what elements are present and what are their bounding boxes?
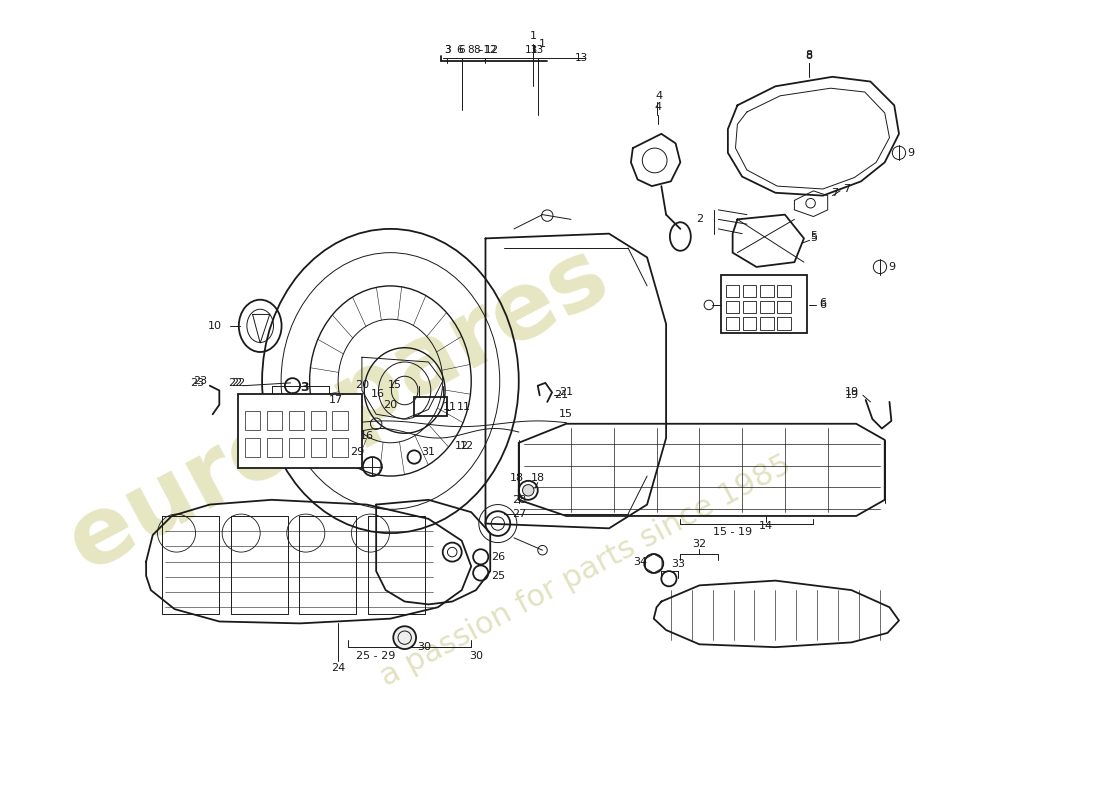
Text: 2: 2 bbox=[696, 214, 703, 224]
Text: 26: 26 bbox=[491, 552, 505, 562]
Text: 25: 25 bbox=[491, 571, 505, 581]
Text: 21: 21 bbox=[554, 390, 569, 400]
FancyBboxPatch shape bbox=[760, 318, 773, 330]
Text: 17: 17 bbox=[329, 395, 343, 405]
FancyBboxPatch shape bbox=[415, 397, 448, 416]
Text: 9: 9 bbox=[906, 148, 914, 158]
Text: 1: 1 bbox=[529, 31, 537, 41]
Text: 27: 27 bbox=[512, 509, 526, 519]
Text: 6: 6 bbox=[820, 298, 826, 308]
Text: 9: 9 bbox=[888, 262, 895, 272]
Text: 20: 20 bbox=[355, 380, 368, 390]
Text: 31: 31 bbox=[421, 447, 436, 458]
Text: 28: 28 bbox=[512, 495, 526, 505]
Text: 5: 5 bbox=[810, 234, 817, 243]
FancyBboxPatch shape bbox=[288, 411, 304, 430]
FancyBboxPatch shape bbox=[778, 285, 791, 298]
FancyBboxPatch shape bbox=[310, 438, 326, 457]
FancyBboxPatch shape bbox=[726, 318, 739, 330]
Text: 19: 19 bbox=[845, 390, 858, 400]
Text: 6: 6 bbox=[456, 45, 463, 55]
FancyBboxPatch shape bbox=[726, 285, 739, 298]
Text: 21: 21 bbox=[559, 387, 573, 398]
Text: 20: 20 bbox=[384, 400, 397, 410]
FancyBboxPatch shape bbox=[267, 411, 282, 430]
FancyBboxPatch shape bbox=[744, 301, 757, 314]
Text: 4: 4 bbox=[656, 91, 663, 101]
FancyBboxPatch shape bbox=[744, 318, 757, 330]
Text: 32: 32 bbox=[692, 539, 706, 550]
Text: 3: 3 bbox=[444, 45, 451, 55]
Text: 15: 15 bbox=[388, 380, 403, 390]
Text: 11: 11 bbox=[456, 402, 471, 412]
Text: 8 - 12: 8 - 12 bbox=[468, 45, 497, 55]
Text: 23: 23 bbox=[194, 376, 208, 386]
Text: 4: 4 bbox=[654, 102, 662, 112]
Text: eurospares: eurospares bbox=[53, 229, 624, 590]
Text: 34: 34 bbox=[634, 557, 648, 566]
FancyBboxPatch shape bbox=[310, 411, 326, 430]
FancyBboxPatch shape bbox=[332, 411, 348, 430]
Text: 16: 16 bbox=[371, 390, 385, 399]
Circle shape bbox=[522, 485, 534, 496]
FancyBboxPatch shape bbox=[267, 438, 282, 457]
FancyBboxPatch shape bbox=[288, 438, 304, 457]
Text: 10: 10 bbox=[208, 321, 221, 331]
FancyBboxPatch shape bbox=[760, 285, 773, 298]
Text: 13: 13 bbox=[525, 45, 538, 55]
Text: 8-12: 8-12 bbox=[474, 45, 497, 55]
Text: 3: 3 bbox=[444, 45, 451, 55]
FancyBboxPatch shape bbox=[778, 318, 791, 330]
Text: 15: 15 bbox=[559, 410, 573, 419]
Text: a passion for parts since 1985: a passion for parts since 1985 bbox=[375, 450, 795, 692]
Text: 30: 30 bbox=[417, 642, 431, 652]
FancyBboxPatch shape bbox=[245, 438, 261, 457]
Text: 22: 22 bbox=[231, 378, 245, 388]
Text: 8: 8 bbox=[805, 50, 812, 60]
Text: 11: 11 bbox=[442, 402, 456, 412]
Text: 3: 3 bbox=[300, 381, 309, 394]
Text: 1: 1 bbox=[539, 38, 546, 49]
FancyBboxPatch shape bbox=[239, 394, 362, 469]
Text: 19: 19 bbox=[845, 387, 858, 398]
FancyBboxPatch shape bbox=[760, 301, 773, 314]
Text: 25 - 29: 25 - 29 bbox=[356, 650, 396, 661]
Text: 16: 16 bbox=[360, 431, 374, 441]
Text: 6: 6 bbox=[459, 45, 465, 55]
Text: 7: 7 bbox=[830, 188, 838, 198]
Text: 15 - 19: 15 - 19 bbox=[713, 527, 752, 537]
Text: 6: 6 bbox=[820, 300, 826, 310]
Text: 13: 13 bbox=[575, 53, 589, 62]
Text: 18: 18 bbox=[530, 473, 544, 483]
FancyBboxPatch shape bbox=[726, 301, 739, 314]
Text: 7: 7 bbox=[843, 184, 850, 194]
Text: 23: 23 bbox=[190, 378, 205, 388]
Text: 12: 12 bbox=[460, 441, 473, 450]
FancyBboxPatch shape bbox=[744, 285, 757, 298]
Text: 8: 8 bbox=[805, 51, 812, 61]
Text: 33: 33 bbox=[671, 558, 685, 569]
Text: 13: 13 bbox=[531, 45, 544, 55]
Text: 12: 12 bbox=[454, 441, 469, 450]
Text: 22: 22 bbox=[229, 378, 243, 388]
Circle shape bbox=[394, 626, 416, 649]
FancyBboxPatch shape bbox=[778, 301, 791, 314]
Text: 24: 24 bbox=[331, 663, 345, 673]
FancyBboxPatch shape bbox=[245, 411, 261, 430]
Text: 5: 5 bbox=[810, 231, 817, 242]
Text: 14: 14 bbox=[759, 522, 773, 531]
Text: 29: 29 bbox=[350, 447, 364, 458]
Text: 30: 30 bbox=[469, 650, 483, 661]
Text: 18: 18 bbox=[509, 473, 524, 483]
FancyBboxPatch shape bbox=[332, 438, 348, 457]
